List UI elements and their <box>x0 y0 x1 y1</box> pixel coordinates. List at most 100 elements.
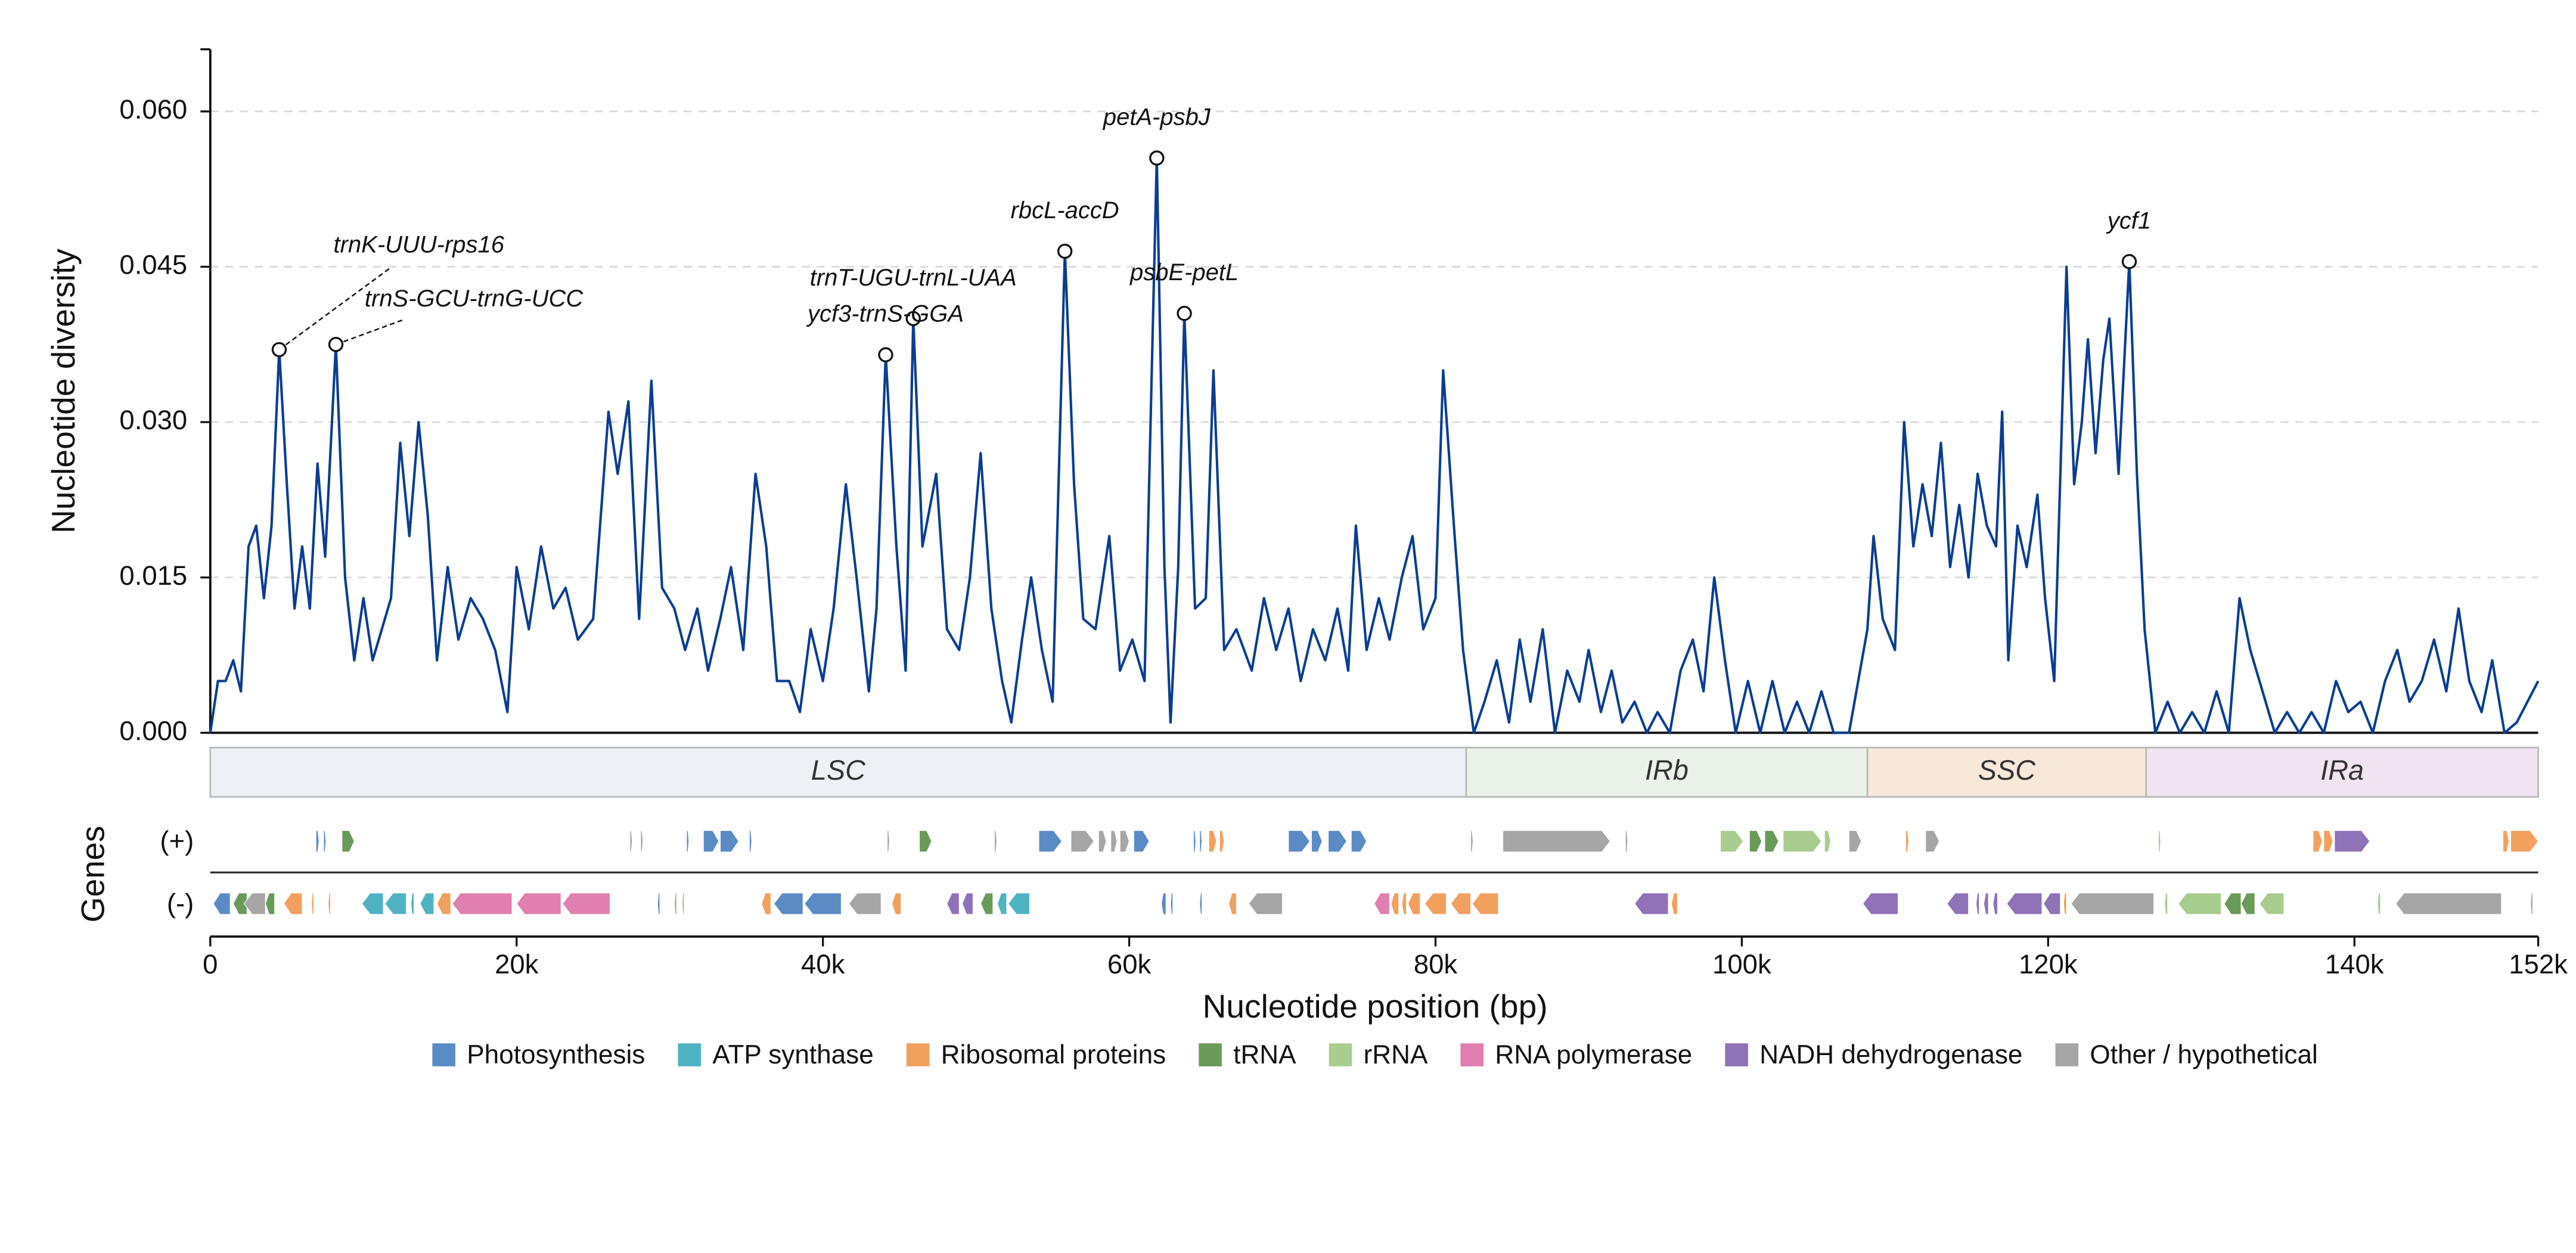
gene <box>1160 892 1166 915</box>
y-tick-label: 0.015 <box>119 560 187 591</box>
gene <box>1720 830 1744 852</box>
gene <box>887 830 890 852</box>
gene <box>323 830 327 852</box>
annotation-label: ycf3-trnS-GGA <box>806 301 964 327</box>
gene <box>2224 892 2242 915</box>
gene <box>1228 892 1237 915</box>
gene <box>1248 892 1283 915</box>
gene <box>361 892 384 915</box>
gene <box>1625 830 1628 852</box>
region-label: IRb <box>1645 755 1689 786</box>
gene <box>703 830 719 852</box>
gene <box>420 892 434 915</box>
legend-label: RNA polymerase <box>1495 1040 1692 1069</box>
gene <box>1110 830 1118 852</box>
annotation-label: ycf1 <box>2106 207 2151 234</box>
gene <box>657 892 660 915</box>
annotation-point <box>1057 243 1073 259</box>
gene <box>2071 892 2155 915</box>
legend: Photosynthesis ATP synthase Ribosomal prot… <box>432 1040 2318 1069</box>
gene <box>1947 892 1969 915</box>
annotation-leader <box>278 266 392 351</box>
gene <box>516 892 561 915</box>
gene <box>773 892 803 915</box>
gene <box>1391 892 1399 915</box>
genes-label: Genes <box>74 826 111 922</box>
gene <box>891 892 902 915</box>
legend-swatch <box>678 1043 702 1066</box>
gene <box>719 830 740 852</box>
gene <box>1374 892 1390 915</box>
gene <box>2158 830 2161 852</box>
plus-strand-label: (+) <box>160 826 194 856</box>
gene <box>1401 892 1407 915</box>
gene <box>980 892 994 915</box>
gene <box>749 830 752 852</box>
gene <box>436 892 451 915</box>
gene <box>686 830 690 852</box>
gene <box>1634 892 1669 915</box>
gene <box>213 892 231 915</box>
annotation-label: trnS-GCU-trnG-UCC <box>365 286 584 312</box>
annotation-point <box>878 347 893 362</box>
gene <box>2259 892 2285 915</box>
gene <box>1671 892 1678 915</box>
annotation-label: trnT-UGU-trnL-UAA <box>810 265 1017 291</box>
annotation-label: petA-psbJ <box>1103 104 1211 131</box>
gene <box>629 830 633 852</box>
gene <box>2334 830 2370 852</box>
annotation-point <box>1177 306 1192 321</box>
x-tick-label: 40k <box>801 949 845 979</box>
gene <box>1503 830 1611 852</box>
x-tick-label: 120k <box>2019 949 2078 979</box>
gene <box>1193 830 1196 852</box>
x-tick-label: 100k <box>1712 949 1771 979</box>
legend-label: Photosynthesis <box>467 1040 645 1069</box>
gene <box>384 892 407 915</box>
x-tick-label: 152k <box>2509 949 2568 979</box>
gene <box>997 892 1007 915</box>
gene <box>761 892 771 915</box>
legend-label: Other / hypothetical <box>2090 1040 2317 1069</box>
legend-swatch <box>2055 1043 2079 1066</box>
y-tick-label: 0.045 <box>119 250 187 280</box>
gene <box>1824 830 1832 852</box>
gene <box>1407 892 1421 915</box>
gene <box>804 892 842 915</box>
gene <box>1764 830 1779 852</box>
gene <box>1975 892 1980 915</box>
legend-label: NADH dehydrogenase <box>1759 1040 2022 1069</box>
gene <box>1328 830 1348 852</box>
legend-label: Ribosomal proteins <box>941 1040 1166 1069</box>
annotation-label: trnK-UUU-rps16 <box>334 231 505 258</box>
gene <box>994 830 997 852</box>
legend-swatch <box>906 1043 930 1066</box>
legend-label: tRNA <box>1233 1040 1296 1069</box>
gene <box>2313 830 2323 852</box>
gene <box>1208 830 1217 852</box>
region-bar <box>1465 746 1869 798</box>
gene <box>2377 892 2381 915</box>
gene <box>681 892 685 915</box>
y-axis-label: Nucleotide diversity <box>45 249 82 534</box>
annotation-label: rbcL-accD <box>1011 197 1119 224</box>
annotation-label: psbE-petL <box>1129 259 1239 286</box>
gene <box>1983 892 1989 915</box>
gene <box>1749 830 1762 852</box>
region-label: IRa <box>2320 755 2364 786</box>
gene <box>640 830 644 852</box>
gene <box>918 830 932 852</box>
gene <box>2530 892 2534 915</box>
minus-strand-label: (-) <box>167 888 194 919</box>
gene <box>2178 892 2222 915</box>
gene <box>2164 892 2168 915</box>
gene <box>1450 892 1472 915</box>
legend-swatch <box>1199 1043 1222 1066</box>
gene <box>2063 892 2067 915</box>
gene <box>562 892 611 915</box>
gene <box>1862 892 1899 915</box>
gene <box>1288 830 1311 852</box>
gene <box>1199 892 1203 915</box>
legend-swatch <box>1725 1043 1748 1066</box>
